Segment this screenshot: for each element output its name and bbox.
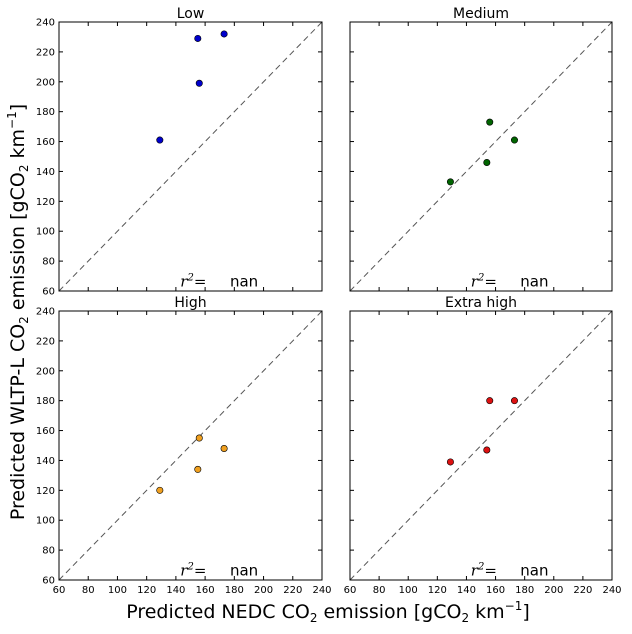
r2-value: nan	[230, 562, 258, 580]
x-tick-label: 80	[82, 585, 95, 596]
plot-frame	[58, 21, 323, 292]
diagonal-line	[58, 310, 323, 581]
y-tick-label: 120	[36, 486, 55, 497]
panel-1: 60 80 100 120 140 160 180 200 220 240 Low r2= nan	[36, 6, 323, 298]
panel-title: High	[174, 295, 206, 311]
plot-frame	[349, 310, 613, 581]
x-tick-label: 120	[428, 585, 447, 596]
y-tick-label: 160	[36, 426, 55, 437]
r2-value: nan	[520, 273, 548, 291]
data-point	[195, 434, 203, 442]
x-tick-label: 200	[254, 585, 273, 596]
y-tick-label: 200	[36, 366, 55, 377]
plot-area	[350, 22, 612, 291]
x-tick-label: 80	[373, 585, 386, 596]
x-tick-label: 60	[344, 585, 357, 596]
data-point	[156, 136, 164, 144]
x-tick-label: 100	[399, 585, 418, 596]
x-tick-label: 240	[602, 585, 621, 596]
x-tick-label: 240	[312, 585, 331, 596]
x-tick-label: 100	[108, 585, 127, 596]
y-tick-label: 100	[36, 516, 55, 527]
y-tick-label: 220	[36, 336, 55, 347]
y-tick-label: 240	[36, 18, 55, 29]
diagonal-line	[58, 21, 323, 292]
x-tick-label: 140	[457, 585, 476, 596]
panel-title: Medium	[453, 6, 509, 22]
x-tick-label: 220	[573, 585, 592, 596]
y-tick-label: 160	[36, 137, 55, 148]
data-point	[156, 486, 164, 494]
y-tick-label: 220	[36, 47, 55, 58]
x-tick-label: 180	[225, 585, 244, 596]
x-tick-label: 120	[137, 585, 156, 596]
data-point	[486, 397, 494, 405]
data-point	[510, 136, 518, 144]
x-axis-label: Predicted NEDC CO2 emission [gCO2 km−1]	[126, 599, 530, 625]
data-point	[220, 444, 228, 452]
panel-title: Extra high	[445, 295, 517, 311]
data-point	[446, 178, 454, 186]
plot-frame	[349, 21, 613, 292]
y-tick-label: 180	[36, 396, 55, 407]
y-tick-label: 140	[36, 167, 55, 178]
y-tick-label: 80	[42, 546, 55, 557]
y-tick-label: 100	[36, 227, 55, 238]
y-tick-label: 80	[42, 257, 55, 268]
r2-label: r2=	[180, 562, 206, 580]
r2-label: r2=	[471, 273, 497, 291]
x-tick-label: 200	[544, 585, 563, 596]
x-tick-label: 160	[196, 585, 215, 596]
plot-area	[59, 311, 322, 580]
x-tick-label: 60	[53, 585, 66, 596]
panel-4: 60 80 100 120 140 160 180 200 220 240 Extra high r2…	[344, 295, 622, 596]
data-point	[486, 118, 494, 126]
y-tick-label: 180	[36, 107, 55, 118]
panel-3: 60 80 100 120 140 160 180 200 220 240 60 80 100 120 14…	[36, 295, 332, 596]
data-point	[446, 458, 454, 466]
data-point	[483, 446, 491, 454]
y-tick-label: 240	[36, 307, 55, 318]
r2-label: r2=	[471, 562, 497, 580]
data-point	[220, 30, 228, 38]
x-tick-label: 180	[515, 585, 534, 596]
data-point	[195, 79, 203, 87]
data-point	[194, 34, 202, 42]
x-tick-label: 220	[283, 585, 302, 596]
diagonal-line	[349, 310, 613, 581]
x-tick-label: 140	[166, 585, 185, 596]
y-tick-label: 60	[42, 576, 55, 587]
y-tick-label: 200	[36, 77, 55, 88]
data-point	[483, 158, 491, 166]
data-point	[510, 397, 518, 405]
data-point	[194, 465, 202, 473]
y-tick-label: 140	[36, 456, 55, 467]
panel-2: Medium r2= nan	[349, 6, 613, 292]
x-tick-label: 160	[486, 585, 505, 596]
y-tick-label: 120	[36, 197, 55, 208]
r2-value: nan	[230, 273, 258, 291]
r2-value: nan	[520, 562, 548, 580]
diagonal-line	[349, 21, 613, 292]
y-axis-label: Predicted WLTP-L CO2 emission [gCO2 km−1…	[5, 104, 31, 520]
y-tick-label: 60	[42, 287, 55, 298]
panel-title: Low	[177, 6, 205, 22]
plot-frame	[58, 310, 323, 581]
r2-label: r2=	[180, 273, 206, 291]
